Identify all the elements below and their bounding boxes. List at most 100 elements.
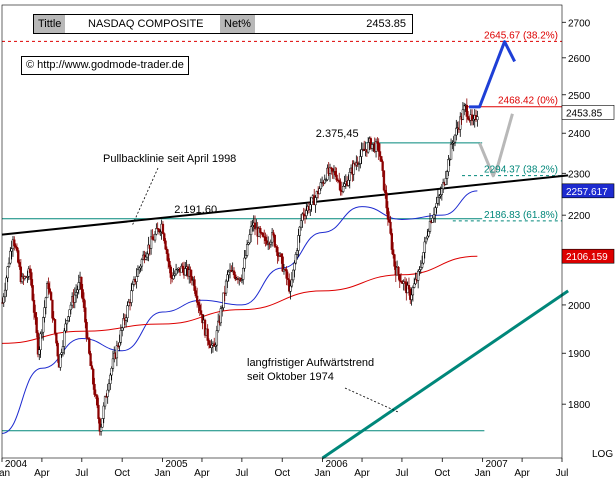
- candle-body: [13, 239, 16, 247]
- candle-body: [161, 223, 165, 234]
- candle-body: [360, 149, 363, 157]
- candle-body: [46, 283, 49, 299]
- last-value: 2453.85: [366, 18, 406, 30]
- candle-body: [382, 170, 386, 191]
- candle-body: [10, 248, 13, 252]
- candle-body: [135, 276, 138, 282]
- level-label: 2186.83 (61.8%): [484, 210, 558, 221]
- resistance-label: 2.191,60: [174, 204, 217, 216]
- candle-body: [181, 265, 184, 269]
- longterm-trend-label-2: seit Oktober 1974: [247, 371, 334, 383]
- candle-body: [35, 317, 38, 334]
- candle-body: [277, 255, 280, 257]
- candle-body: [451, 143, 454, 145]
- candle-body: [240, 279, 244, 281]
- candle-body: [465, 104, 468, 117]
- candle-body: [377, 143, 380, 152]
- candle-body: [323, 179, 326, 184]
- candle-body: [288, 279, 291, 292]
- index-name: NASDAQ COMPOSITE: [88, 18, 204, 30]
- candle-body: [445, 171, 449, 179]
- candle-body: [210, 345, 213, 348]
- candle-body: [140, 259, 144, 267]
- candle-body: [224, 280, 228, 294]
- candle-body: [339, 181, 342, 192]
- axis-value-tag-label: 2106.159: [566, 252, 608, 263]
- candle-body: [432, 214, 436, 219]
- candle-body: [102, 405, 105, 419]
- x-tick-label: Jul: [556, 468, 569, 479]
- candle-body: [270, 232, 274, 243]
- candle-body: [384, 189, 387, 194]
- candle-body: [449, 143, 453, 160]
- candle-body: [380, 156, 383, 162]
- candle-body: [149, 236, 153, 249]
- candle-body: [106, 389, 109, 397]
- candle-body: [43, 307, 46, 318]
- candle-body: [153, 233, 157, 241]
- candle-body: [215, 330, 219, 346]
- x-year-label: 2004: [5, 459, 28, 470]
- candle-body: [439, 194, 442, 197]
- candle-body: [435, 203, 438, 208]
- candle-body: [370, 144, 374, 149]
- candle-body: [330, 167, 333, 169]
- candle-body: [403, 281, 407, 283]
- candle-body: [397, 267, 400, 275]
- projections: [469, 40, 516, 178]
- candle-body: [176, 269, 179, 271]
- candle-body: [195, 295, 199, 303]
- candle-body: [3, 289, 7, 298]
- candle-body: [455, 127, 458, 136]
- candle-body: [98, 418, 101, 432]
- candle-body: [269, 241, 272, 245]
- moving-averages: [1, 190, 478, 434]
- candle-body: [285, 269, 288, 279]
- x-tick-label: Oct: [274, 468, 290, 479]
- log-scale-label: LOG: [592, 449, 613, 460]
- candle-body: [249, 226, 253, 235]
- candle-body: [298, 226, 301, 236]
- candle-body: [314, 197, 317, 206]
- candle-body: [194, 290, 197, 297]
- candle-body: [90, 365, 94, 370]
- candle-body: [245, 244, 249, 256]
- candle-body: [423, 241, 426, 253]
- candle-body: [14, 245, 17, 248]
- candle-body: [174, 269, 178, 275]
- candle-body: [467, 116, 470, 120]
- candle-body: [189, 269, 192, 277]
- candle-body: [19, 266, 23, 282]
- y-tick-label: 2300: [568, 169, 591, 180]
- candle-body: [111, 358, 115, 369]
- candle-body: [352, 163, 355, 175]
- candle-body: [122, 318, 125, 329]
- candle-body: [94, 394, 97, 396]
- candle-body: [305, 210, 308, 216]
- candle-body: [440, 188, 443, 195]
- candle-body: [206, 328, 209, 341]
- candle-body: [286, 278, 290, 280]
- candle-body: [426, 235, 429, 239]
- candle-body: [328, 167, 332, 174]
- candle-body: [67, 316, 70, 322]
- candle-body: [272, 232, 275, 236]
- candle-body: [203, 319, 207, 336]
- candle-body: [334, 171, 337, 176]
- candle-body: [319, 182, 322, 189]
- x-tick-label: Jul: [75, 468, 88, 479]
- candle-body: [126, 305, 129, 318]
- candle-body: [127, 301, 130, 306]
- candle-body: [48, 288, 51, 293]
- candle-body: [280, 253, 283, 258]
- candle-body: [144, 256, 147, 260]
- x-tick-label: Oct: [114, 468, 130, 479]
- candle-body: [265, 240, 269, 245]
- y-tick-label: 2400: [568, 129, 591, 140]
- candle-body: [390, 233, 394, 250]
- candle-body: [99, 426, 103, 432]
- candle-body: [274, 246, 278, 248]
- candle-body: [39, 333, 42, 350]
- candle-body: [6, 266, 9, 279]
- y-tick-label: 2500: [568, 91, 591, 102]
